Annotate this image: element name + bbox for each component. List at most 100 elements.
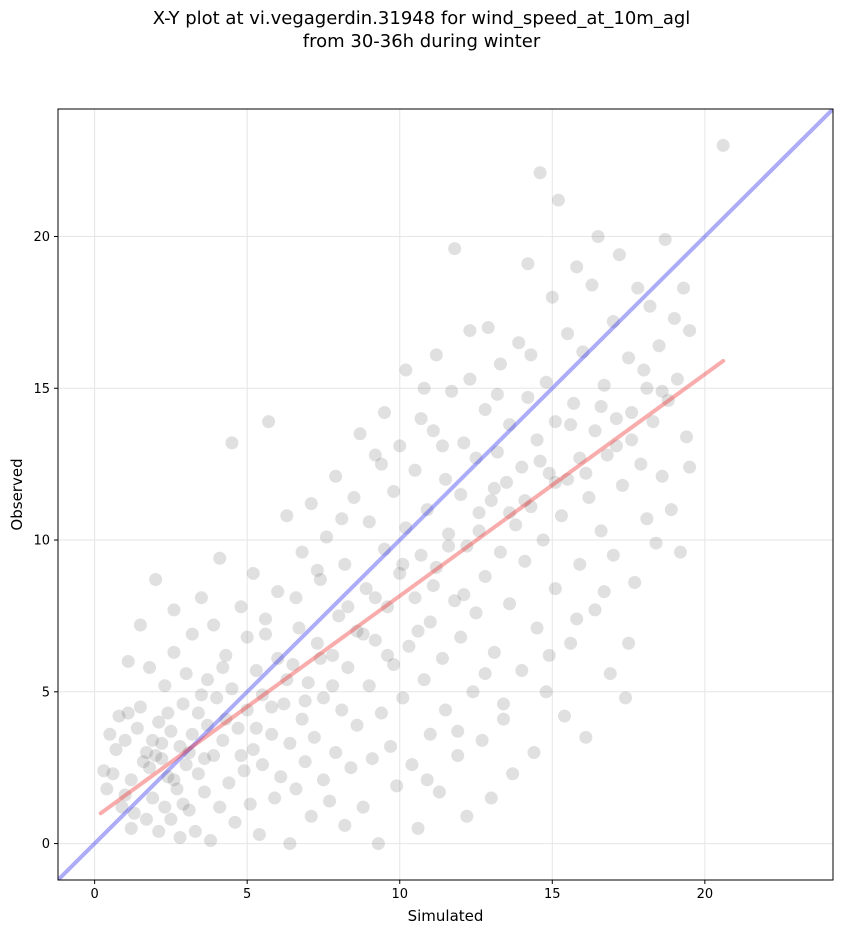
- data-point: [329, 469, 343, 483]
- data-point: [658, 233, 672, 247]
- data-point: [249, 664, 263, 678]
- y-axis-label: Observed: [8, 458, 26, 530]
- data-point: [182, 746, 196, 760]
- data-point: [158, 800, 172, 814]
- y-tick-label: 0: [42, 837, 50, 852]
- data-point: [411, 821, 425, 835]
- data-point: [539, 375, 553, 389]
- data-point: [527, 746, 541, 760]
- x-tick-label: 20: [697, 887, 714, 902]
- data-point: [164, 724, 178, 738]
- data-point: [469, 451, 483, 465]
- data-point: [496, 712, 510, 726]
- data-point: [435, 651, 449, 665]
- data-point: [454, 488, 468, 501]
- data-point: [548, 475, 562, 489]
- data-point: [484, 791, 498, 805]
- data-point: [487, 645, 501, 659]
- regression-line: [98, 358, 726, 816]
- data-point: [554, 509, 568, 523]
- data-point: [280, 673, 294, 687]
- data-point: [371, 837, 385, 851]
- data-point: [515, 664, 529, 678]
- data-point: [493, 357, 507, 371]
- data-point: [167, 603, 181, 617]
- data-point: [289, 782, 303, 796]
- data-point: [118, 788, 132, 802]
- data-point: [362, 679, 376, 693]
- data-point: [304, 809, 318, 823]
- data-point: [439, 703, 452, 717]
- data-point: [490, 445, 504, 459]
- data-point: [628, 576, 642, 590]
- data-point: [268, 791, 282, 805]
- data-point: [420, 503, 434, 517]
- data-point: [252, 827, 266, 841]
- data-point: [683, 324, 697, 338]
- data-point: [326, 648, 340, 662]
- data-point: [423, 727, 437, 741]
- data-point: [143, 661, 157, 675]
- data-point: [652, 339, 666, 353]
- data-point: [493, 545, 507, 559]
- data-point: [313, 572, 327, 586]
- data-point: [173, 739, 187, 753]
- data-point: [670, 372, 684, 386]
- data-point: [414, 548, 428, 562]
- data-point: [374, 706, 388, 720]
- data-point: [136, 755, 150, 769]
- data-point: [133, 618, 147, 632]
- data-point: [597, 378, 611, 392]
- data-point: [399, 521, 413, 535]
- y-tick-label: 20: [33, 230, 50, 245]
- data-point: [548, 582, 562, 596]
- data-point: [472, 506, 486, 520]
- data-point: [634, 457, 648, 471]
- data-point: [466, 685, 480, 699]
- data-point: [564, 418, 578, 432]
- data-point: [152, 824, 166, 838]
- data-point: [411, 624, 425, 638]
- data-point: [146, 733, 160, 747]
- data-point: [417, 381, 431, 395]
- data-point: [442, 539, 456, 553]
- data-point: [533, 166, 547, 180]
- data-point: [231, 721, 245, 735]
- data-point: [246, 742, 260, 756]
- data-point: [149, 749, 163, 763]
- x-axis-label: Simulated: [408, 907, 484, 925]
- chart-title: X-Y plot at vi.vegagerdin.31948 for wind…: [152, 8, 691, 29]
- data-point: [612, 248, 626, 262]
- data-point: [374, 457, 388, 471]
- data-point: [243, 797, 257, 811]
- data-point: [124, 821, 138, 835]
- data-point: [280, 509, 294, 523]
- data-point: [228, 815, 242, 829]
- data-point: [271, 585, 285, 599]
- x-tick-label: 15: [544, 887, 561, 902]
- data-point: [329, 746, 343, 760]
- data-point: [213, 551, 227, 565]
- data-point: [249, 721, 263, 735]
- data-point: [521, 257, 535, 271]
- data-point: [594, 399, 608, 413]
- data-point: [237, 764, 251, 778]
- data-point: [307, 730, 321, 744]
- data-point: [503, 418, 517, 432]
- data-point: [631, 281, 645, 295]
- data-point: [518, 554, 532, 568]
- data-point: [661, 393, 675, 407]
- data-point: [640, 381, 654, 395]
- data-point: [332, 609, 346, 623]
- data-point: [368, 591, 382, 605]
- data-point: [295, 545, 309, 559]
- data-point: [500, 475, 514, 489]
- chart-subtitle: from 30-36h during winter: [302, 31, 541, 52]
- data-point: [408, 591, 422, 605]
- data-point: [258, 627, 272, 641]
- data-point: [255, 688, 269, 702]
- data-point: [609, 412, 623, 426]
- data-point: [176, 797, 190, 811]
- data-point: [387, 484, 401, 498]
- data-point: [503, 506, 517, 520]
